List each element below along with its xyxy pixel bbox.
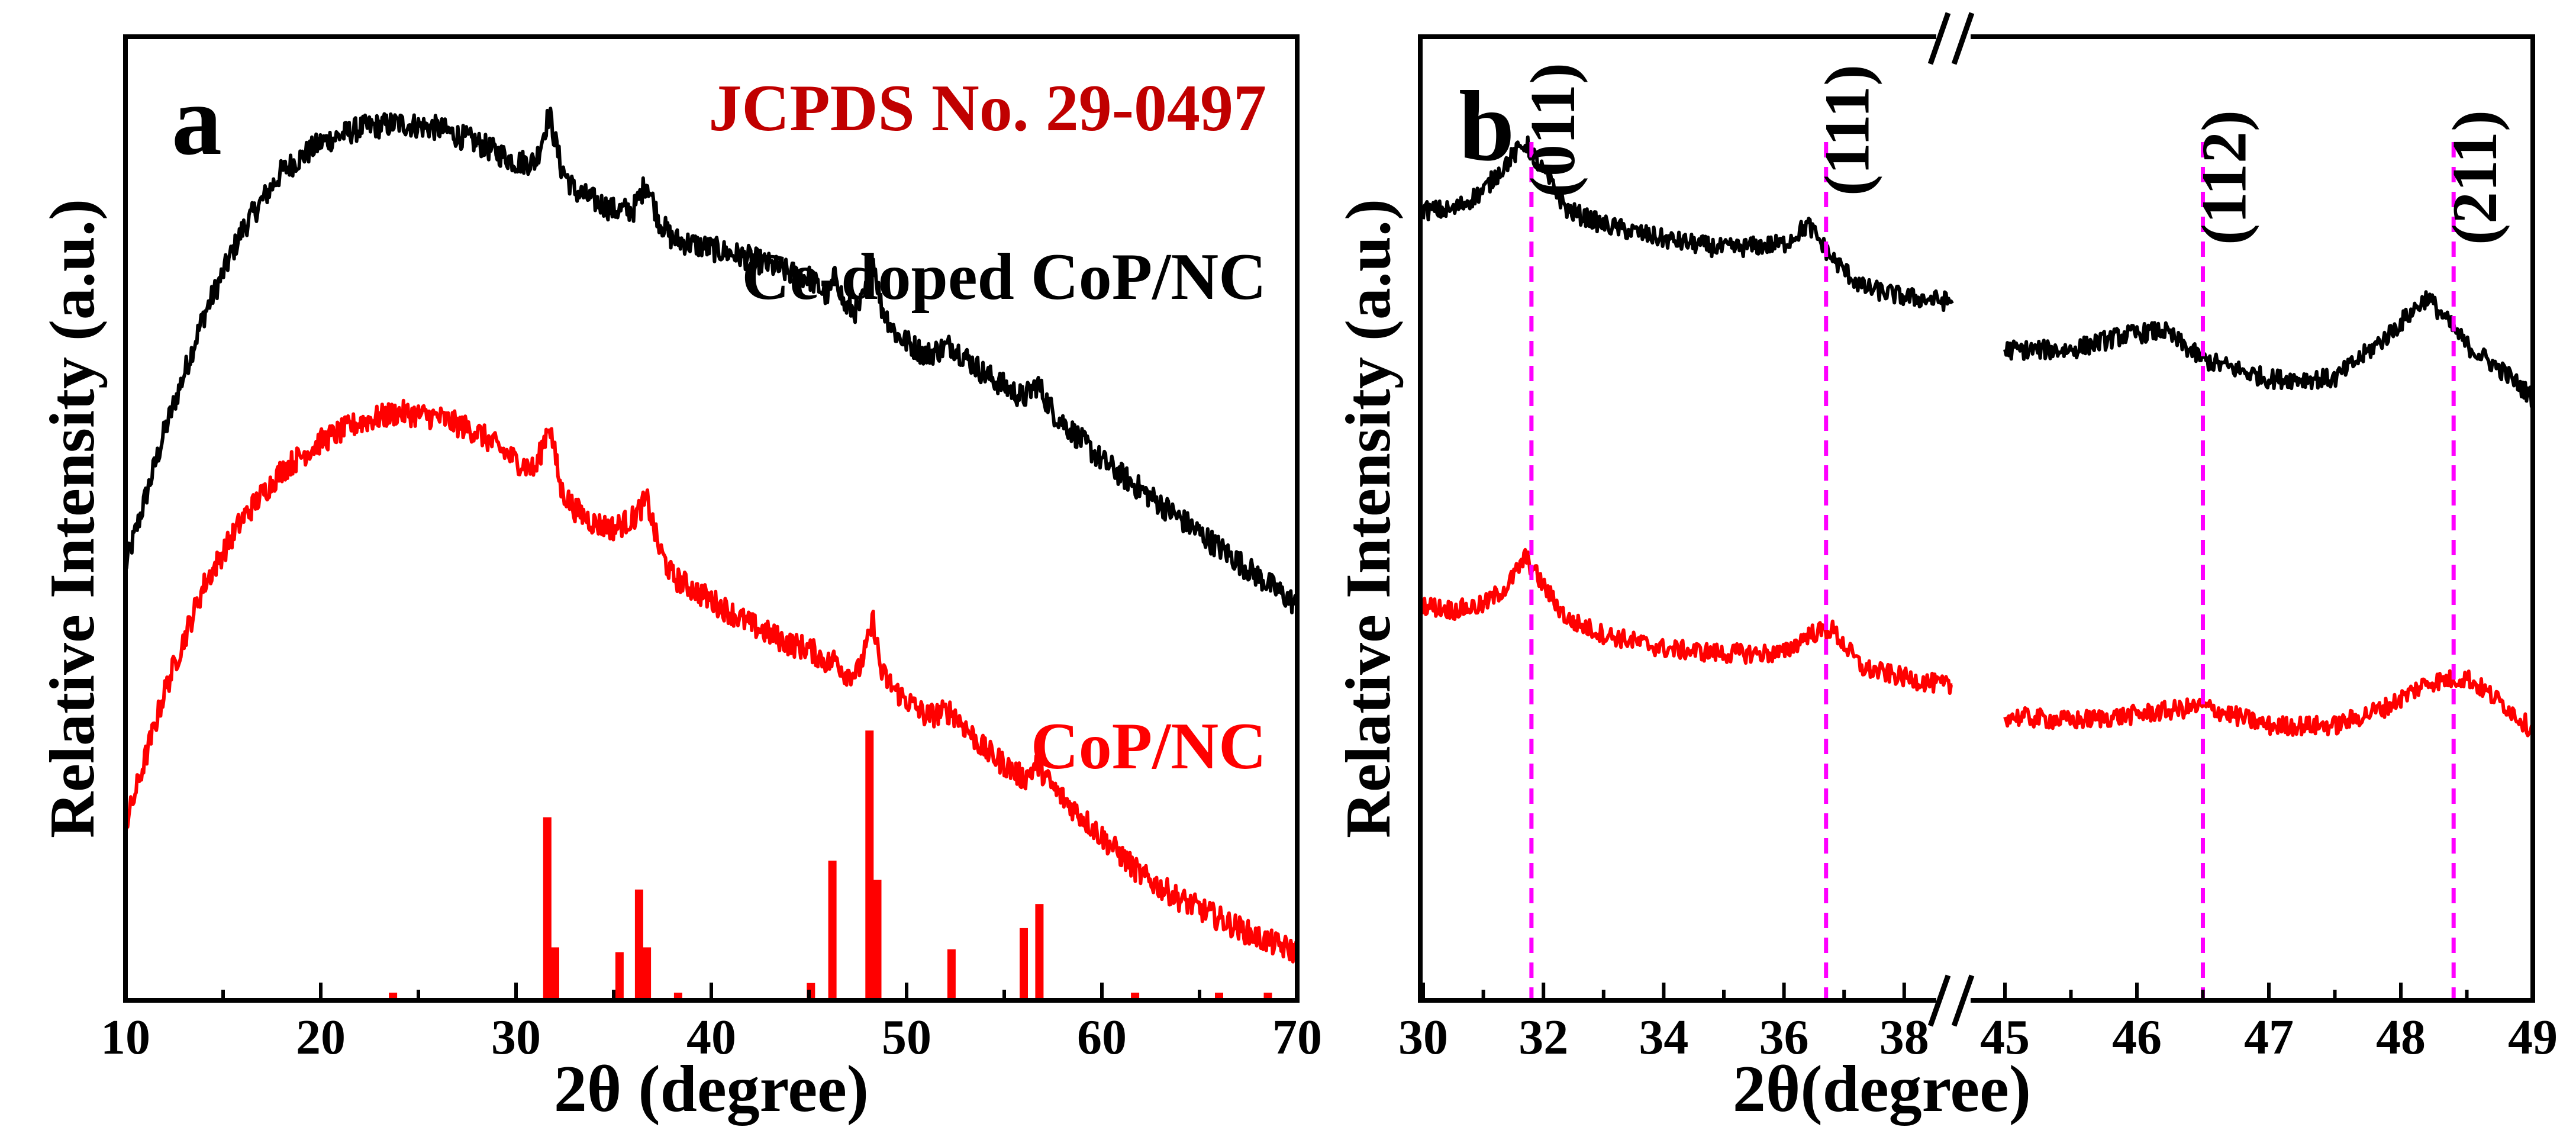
x-tick-labels: 10 20 30 40 50 60 70 [101,1010,1322,1065]
series-line-ce-doped-cop-nc-segment-1 [1421,135,1954,312]
x-axis-title: 2θ(degree) [1733,1052,2031,1126]
series-group [1421,135,2535,738]
x-tick-label: 48 [2376,1010,2426,1065]
x-tick-label: 70 [1272,1010,1322,1065]
reference-peak-bar [543,817,552,1000]
reference-lines: (011) (111) (112) (211) [1518,63,2510,1000]
reference-peak-bar [873,880,882,1000]
reflection-label: (011) [1518,63,1588,198]
reference-label: JCPDS No. 29-0497 [708,72,1266,145]
series-line-ce-doped-cop-nc [124,107,1299,614]
x-tick-label: 38 [1879,1010,1929,1065]
x-tick-label: 36 [1759,1010,1809,1065]
x-tick-label: 30 [1398,1010,1448,1065]
x-tick-label: 50 [882,1010,931,1065]
panel-b: (011) (111) (112) (211) 30 32 34 36 38 45 46 47 48 4… [1333,12,2558,1126]
x-tick-label: 40 [686,1010,736,1065]
x-ticks [124,983,1299,1000]
y-axis-title: Relative Intensity (a.u.) [1333,199,1404,838]
x-tick-label: 10 [101,1010,150,1065]
series-line-ce-doped-cop-nc-segment-2 [2003,290,2535,408]
reference-peaks [389,730,1272,1000]
x-ticks [1421,983,2535,1000]
x-tick-label: 30 [491,1010,541,1065]
reference-peak-bar [551,947,559,1000]
x-tick-label: 46 [2112,1010,2162,1065]
reflection-label: (211) [2440,110,2510,245]
series-label-ce-doped: Ce-doped CoP/NC [741,240,1266,314]
reference-peak-bar [828,860,837,1000]
x-tick-label: 20 [296,1010,346,1065]
panel-a: 10 20 30 40 50 60 70 a JCPDS No. 29-0497 Ce-do… [37,34,1322,1126]
x-tick-label: 60 [1077,1010,1127,1065]
axis-break-marks [1927,12,1975,1027]
x-tick-label: 47 [2244,1010,2294,1065]
x-tick-label: 45 [1980,1010,2030,1065]
reference-peak-bar [1035,904,1044,1000]
panel-label: a [172,65,222,176]
reflection-label: (112) [2190,110,2260,245]
x-tick-label: 34 [1639,1010,1688,1065]
reflection-label: (111) [1813,65,1883,196]
series-line-cop-nc-segment-2 [2003,669,2535,738]
series-group [124,107,1299,964]
x-axis-title: 2θ (degree) [554,1052,869,1126]
series-line-cop-nc [124,398,1299,964]
reference-peak-bar [615,952,624,1000]
reference-peak-bar [865,730,874,1000]
reference-peak-bar [947,949,956,1000]
series-label-cop-nc: CoP/NC [1031,710,1266,783]
reference-peak-bar [634,889,643,1000]
x-tick-labels: 30 32 34 36 38 45 46 47 48 49 [1398,1010,2558,1065]
y-axis-title: Relative Intensity (a.u.) [37,199,108,838]
series-line-cop-nc-segment-1 [1421,548,1953,695]
x-tick-label: 32 [1518,1010,1568,1065]
plot-frame [1418,34,2535,1003]
x-tick-label: 49 [2508,1010,2558,1065]
reference-peak-bar [1020,928,1028,1000]
reference-peak-bar [643,947,652,1000]
panel-label: b [1459,70,1515,182]
